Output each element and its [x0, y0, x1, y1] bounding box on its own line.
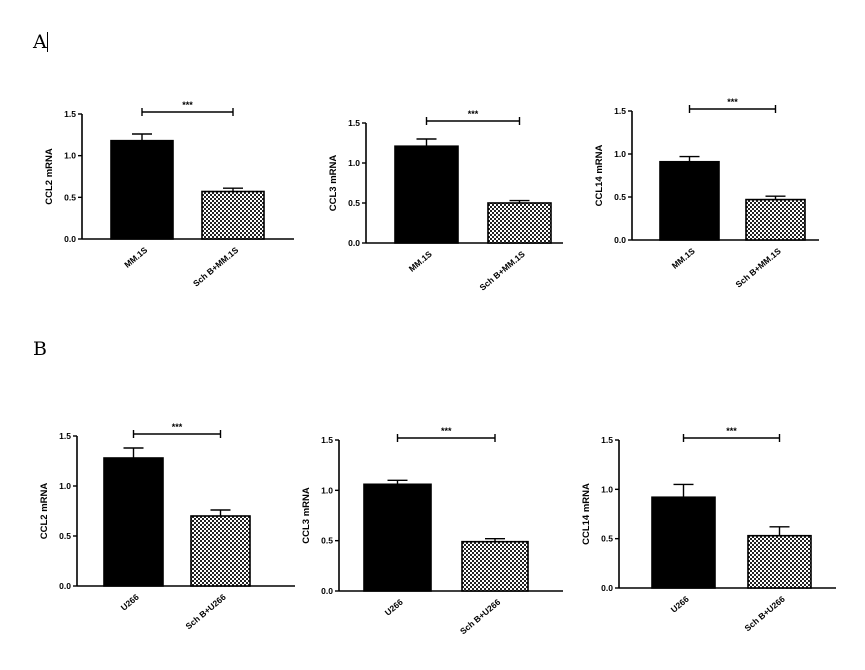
- y-axis-title: CCL2 mRNA: [44, 148, 55, 205]
- category-label: MM.1S: [122, 245, 149, 270]
- y-tick-label: 1.5: [64, 109, 76, 119]
- category-label: Sch B+U266: [743, 594, 787, 634]
- y-tick-label: 1.5: [348, 118, 360, 128]
- y-tick-label: 1.0: [614, 149, 626, 159]
- y-tick-label: 0.0: [321, 586, 333, 596]
- y-tick-label: 0.5: [64, 192, 76, 202]
- y-tick-label: 0.0: [64, 234, 76, 244]
- y-axis-title: CCL14 mRNA: [594, 144, 605, 206]
- category-label: U266: [383, 597, 405, 618]
- category-label: MM.1S: [670, 246, 697, 271]
- bar-treated: [487, 202, 552, 244]
- y-tick-label: 0.5: [601, 534, 613, 544]
- bar-control: [659, 160, 720, 241]
- y-axis-title: CCL2 mRNA: [39, 483, 50, 540]
- bar-control: [110, 139, 174, 240]
- y-tick-label: 1.0: [64, 151, 76, 161]
- category-label: Sch B+U266: [184, 592, 228, 632]
- y-tick-label: 0.0: [614, 235, 626, 245]
- category-label: Sch B+MM.1S: [733, 246, 783, 290]
- y-tick-label: 0.5: [348, 198, 360, 208]
- bar-treated: [461, 540, 529, 592]
- y-tick-label: 1.0: [321, 485, 333, 495]
- category-label: U266: [669, 594, 691, 615]
- bar-treated: [747, 534, 812, 589]
- bar-control: [363, 483, 432, 592]
- y-tick-label: 0.5: [614, 192, 626, 202]
- y-tick-label: 1.5: [59, 431, 71, 441]
- text-cursor: [47, 32, 48, 52]
- y-tick-label: 1.5: [601, 435, 613, 445]
- significance-label: ***: [726, 426, 737, 436]
- y-axis-title: CCL3 mRNA: [328, 155, 339, 212]
- significance-label: ***: [727, 97, 738, 107]
- y-tick-label: 1.0: [601, 484, 613, 494]
- category-label: Sch B+U266: [458, 597, 502, 637]
- y-tick-label: 0.5: [321, 536, 333, 546]
- y-axis-title: CCL14 mRNA: [581, 483, 592, 545]
- y-tick-label: 0.5: [59, 531, 71, 541]
- category-label: Sch B+MM.1S: [477, 249, 527, 293]
- y-tick-label: 0.0: [348, 238, 360, 248]
- y-tick-label: 1.0: [348, 158, 360, 168]
- significance-label: ***: [182, 100, 193, 110]
- bar-treated: [201, 190, 265, 240]
- panel-letter-a: A: [33, 31, 47, 53]
- panel-letter-b: B: [33, 338, 47, 360]
- y-tick-label: 1.5: [614, 106, 626, 116]
- y-tick-label: 0.0: [601, 583, 613, 593]
- category-label: MM.1S: [407, 249, 434, 274]
- significance-label: ***: [468, 109, 479, 119]
- y-tick-label: 0.0: [59, 581, 71, 591]
- y-axis-title: CCL3 mRNA: [301, 487, 312, 544]
- significance-label: ***: [441, 426, 452, 436]
- bar-control: [651, 496, 716, 589]
- y-tick-label: 1.5: [321, 435, 333, 445]
- bar-treated: [745, 198, 806, 241]
- significance-label: ***: [172, 422, 183, 432]
- bar-control: [103, 457, 164, 587]
- bar-control: [394, 145, 459, 244]
- y-tick-label: 1.0: [59, 481, 71, 491]
- category-label: U266: [119, 592, 141, 613]
- bar-treated: [190, 515, 251, 587]
- category-label: Sch B+MM.1S: [191, 245, 241, 289]
